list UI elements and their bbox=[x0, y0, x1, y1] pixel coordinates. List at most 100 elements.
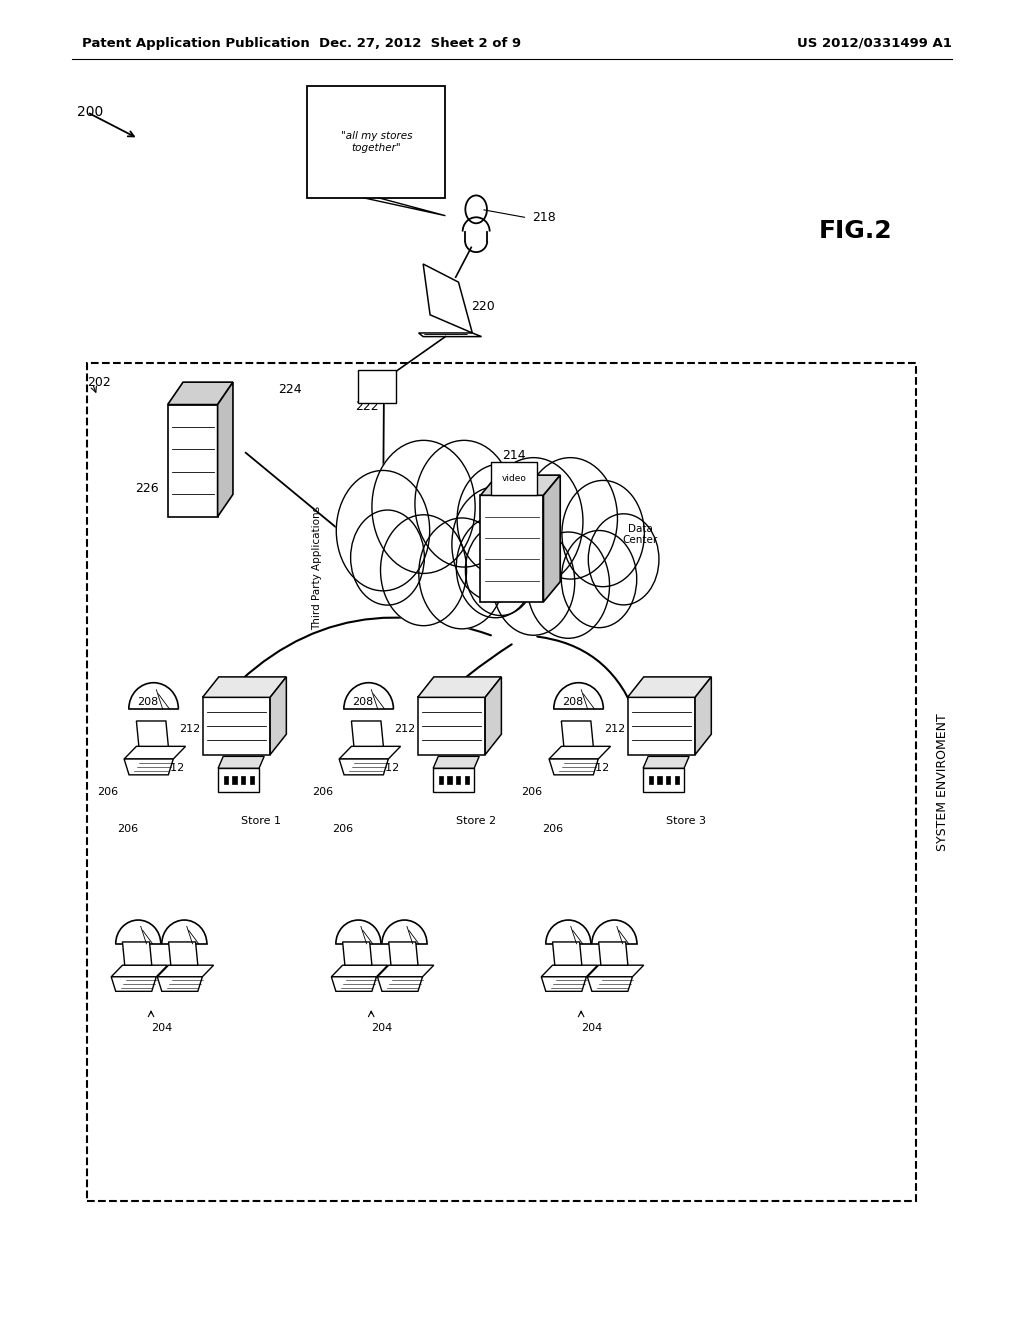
FancyBboxPatch shape bbox=[250, 776, 254, 784]
Polygon shape bbox=[628, 697, 695, 755]
Text: 204: 204 bbox=[371, 1023, 392, 1034]
Polygon shape bbox=[351, 721, 383, 746]
Polygon shape bbox=[480, 495, 544, 602]
Text: Store 2: Store 2 bbox=[456, 816, 497, 826]
Polygon shape bbox=[378, 965, 434, 977]
Polygon shape bbox=[485, 677, 502, 755]
Text: 212: 212 bbox=[394, 723, 415, 734]
Text: Data
Center: Data Center bbox=[623, 524, 657, 545]
FancyBboxPatch shape bbox=[657, 776, 662, 784]
Polygon shape bbox=[343, 942, 372, 965]
Circle shape bbox=[562, 480, 644, 586]
Polygon shape bbox=[123, 942, 152, 965]
Circle shape bbox=[493, 529, 574, 635]
Text: 222: 222 bbox=[355, 400, 379, 413]
Circle shape bbox=[485, 499, 559, 594]
Text: 208: 208 bbox=[137, 697, 159, 708]
Polygon shape bbox=[203, 697, 270, 755]
FancyBboxPatch shape bbox=[457, 776, 461, 784]
Text: 218: 218 bbox=[532, 211, 556, 224]
Text: SYSTEM ENVIROMENT: SYSTEM ENVIROMENT bbox=[936, 713, 948, 851]
Text: 206: 206 bbox=[542, 824, 563, 834]
Text: 208: 208 bbox=[562, 697, 584, 708]
Polygon shape bbox=[643, 756, 689, 768]
Circle shape bbox=[372, 441, 475, 573]
Text: 208: 208 bbox=[352, 697, 374, 708]
Polygon shape bbox=[549, 759, 598, 775]
Circle shape bbox=[588, 513, 659, 605]
FancyBboxPatch shape bbox=[490, 462, 538, 495]
Polygon shape bbox=[418, 677, 502, 697]
Text: 200: 200 bbox=[77, 104, 103, 119]
Text: 216: 216 bbox=[407, 499, 430, 512]
FancyBboxPatch shape bbox=[307, 86, 445, 198]
Polygon shape bbox=[270, 677, 287, 755]
Text: 224: 224 bbox=[279, 383, 302, 396]
Text: 212: 212 bbox=[179, 723, 200, 734]
Polygon shape bbox=[378, 977, 423, 991]
Polygon shape bbox=[339, 759, 388, 775]
Polygon shape bbox=[433, 768, 474, 792]
Text: Patent Application Publication: Patent Application Publication bbox=[82, 37, 309, 50]
Polygon shape bbox=[124, 759, 173, 775]
Text: 206: 206 bbox=[311, 787, 333, 797]
Circle shape bbox=[419, 517, 505, 628]
Circle shape bbox=[527, 532, 609, 639]
Polygon shape bbox=[168, 383, 232, 404]
Polygon shape bbox=[588, 965, 644, 977]
Polygon shape bbox=[358, 370, 396, 403]
Polygon shape bbox=[203, 677, 287, 697]
Text: FIG.2: FIG.2 bbox=[819, 219, 893, 243]
Text: Dec. 27, 2012  Sheet 2 of 9: Dec. 27, 2012 Sheet 2 of 9 bbox=[318, 37, 521, 50]
Circle shape bbox=[381, 515, 467, 626]
Text: Store 3: Store 3 bbox=[666, 816, 707, 826]
Circle shape bbox=[561, 531, 637, 628]
Text: "all my stores
together": "all my stores together" bbox=[341, 131, 412, 153]
Polygon shape bbox=[158, 965, 214, 977]
Circle shape bbox=[350, 510, 424, 605]
Circle shape bbox=[457, 465, 543, 576]
Polygon shape bbox=[553, 942, 582, 965]
Text: 204: 204 bbox=[151, 1023, 172, 1034]
Text: 206: 206 bbox=[117, 824, 138, 834]
Polygon shape bbox=[542, 977, 587, 991]
FancyBboxPatch shape bbox=[447, 776, 452, 784]
Polygon shape bbox=[217, 383, 232, 516]
Text: 212: 212 bbox=[604, 723, 625, 734]
Circle shape bbox=[415, 441, 513, 568]
Polygon shape bbox=[112, 977, 157, 991]
Circle shape bbox=[452, 487, 542, 602]
Polygon shape bbox=[561, 721, 593, 746]
Text: 206: 206 bbox=[521, 787, 543, 797]
Text: 202: 202 bbox=[87, 376, 111, 389]
Polygon shape bbox=[389, 942, 418, 965]
Text: 210: 210 bbox=[440, 697, 462, 708]
Polygon shape bbox=[418, 697, 485, 755]
Text: video: video bbox=[502, 474, 526, 483]
Text: 210: 210 bbox=[650, 697, 672, 708]
Polygon shape bbox=[339, 746, 400, 759]
FancyBboxPatch shape bbox=[242, 776, 246, 784]
Polygon shape bbox=[112, 965, 168, 977]
Text: 206: 206 bbox=[332, 824, 353, 834]
FancyBboxPatch shape bbox=[438, 776, 442, 784]
FancyBboxPatch shape bbox=[675, 776, 679, 784]
Text: 212: 212 bbox=[378, 763, 399, 774]
FancyBboxPatch shape bbox=[667, 776, 671, 784]
Polygon shape bbox=[158, 977, 203, 991]
Polygon shape bbox=[544, 475, 560, 602]
Circle shape bbox=[336, 470, 430, 591]
Polygon shape bbox=[332, 965, 388, 977]
Text: 206: 206 bbox=[96, 787, 118, 797]
FancyBboxPatch shape bbox=[465, 776, 469, 784]
Circle shape bbox=[465, 524, 537, 615]
Polygon shape bbox=[124, 746, 185, 759]
Polygon shape bbox=[628, 677, 712, 697]
Text: Store 1: Store 1 bbox=[241, 816, 282, 826]
Text: 212: 212 bbox=[163, 763, 184, 774]
Text: 212: 212 bbox=[588, 763, 609, 774]
Polygon shape bbox=[218, 756, 264, 768]
Polygon shape bbox=[542, 965, 598, 977]
Polygon shape bbox=[588, 977, 633, 991]
Text: 220: 220 bbox=[471, 300, 495, 313]
